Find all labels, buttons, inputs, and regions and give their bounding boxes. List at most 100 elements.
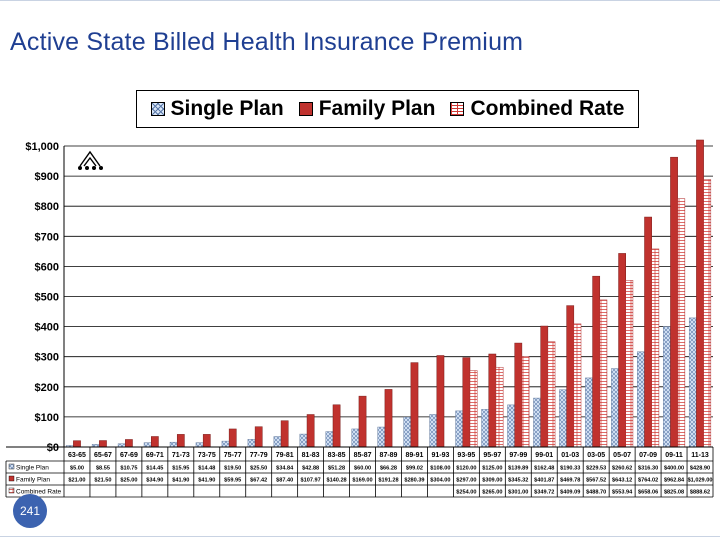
data-label: $488.70 <box>586 490 606 496</box>
x-tick-label: 07-09 <box>639 452 657 459</box>
data-label: $260.62 <box>612 466 632 472</box>
bar-family-plan <box>566 305 575 448</box>
slide-bottom-rule <box>0 536 720 537</box>
data-label: $41.90 <box>198 478 215 484</box>
x-tick-label: 65-67 <box>94 452 112 459</box>
y-tick-label: $300 <box>35 352 59 364</box>
data-label: $962.84 <box>664 478 685 484</box>
data-label: $66.28 <box>380 466 397 472</box>
x-tick-label: 85-87 <box>354 452 372 459</box>
bar-single-plan <box>507 404 515 448</box>
data-label: $658.06 <box>638 490 658 496</box>
chart-legend: Single Plan Family Plan Combined Rate <box>136 90 639 128</box>
x-tick-label: 71-73 <box>172 452 190 459</box>
bar-family-plan <box>280 420 289 448</box>
bar-family-plan <box>228 428 237 448</box>
data-label: $309.00 <box>482 478 502 484</box>
bar-family-plan <box>151 436 159 448</box>
y-tick-label: $100 <box>35 412 59 424</box>
bar-single-plan <box>688 317 697 448</box>
x-tick-label: 97-99 <box>509 452 527 459</box>
bar-family-plan <box>254 426 263 448</box>
bar-family-plan <box>202 434 211 448</box>
bar-single-plan <box>273 436 282 448</box>
bar-family-plan <box>332 404 341 448</box>
x-tick-label: 93-95 <box>457 452 475 459</box>
data-label: $87.40 <box>276 478 293 484</box>
x-tick-label: 73-75 <box>198 452 216 459</box>
table-row-label: Single Plan <box>16 465 49 472</box>
bar-family-plan <box>125 439 133 448</box>
bar-combined-rate <box>677 198 686 448</box>
data-label: $301.00 <box>508 490 528 496</box>
logo-icon <box>78 150 103 170</box>
data-label: $25.50 <box>250 466 267 472</box>
bar-family-plan <box>306 414 315 448</box>
x-tick-label: 69-71 <box>146 452 164 459</box>
x-tick-label: 75-77 <box>224 452 242 459</box>
data-label: $254.00 <box>456 490 476 496</box>
bar-combined-rate <box>625 280 634 448</box>
data-label: $162.48 <box>534 466 554 472</box>
bar-single-plan <box>429 414 438 448</box>
y-tick-label: $400 <box>35 322 59 334</box>
data-label: $643.12 <box>612 478 632 484</box>
x-tick-label: 89-91 <box>406 452 424 459</box>
x-tick-label: 95-97 <box>483 452 501 459</box>
bar-single-plan <box>143 442 152 448</box>
legend-swatch-combined <box>450 102 465 116</box>
x-tick-label: 91-93 <box>431 452 449 459</box>
legend-label-family: Family Plan <box>318 97 436 120</box>
data-label: $567.52 <box>586 478 606 484</box>
bar-family-plan <box>436 355 445 448</box>
bar-family-plan <box>488 353 497 448</box>
table-row-label: Family Plan <box>16 477 50 484</box>
x-tick-label: 11-13 <box>691 452 709 459</box>
data-label: $553.94 <box>612 490 633 496</box>
data-label: $14.45 <box>146 466 163 472</box>
data-label: $42.88 <box>302 466 319 472</box>
data-label: $191.28 <box>378 478 398 484</box>
data-label: $1,029.00 <box>688 478 713 484</box>
data-label: $34.84 <box>276 466 294 472</box>
x-tick-label: 09-11 <box>665 452 683 459</box>
bar-single-plan <box>585 377 593 448</box>
bar-family-plan <box>358 395 367 448</box>
data-label: $345.32 <box>508 478 528 484</box>
x-tick-label: 77-79 <box>250 452 268 459</box>
bar-family-plan <box>618 253 626 448</box>
page-number-badge: 241 <box>13 494 47 528</box>
bar-single-plan <box>403 416 412 448</box>
data-label: $21.00 <box>68 478 85 484</box>
legend-item-single: Single Plan <box>150 97 284 121</box>
x-tick-label: 67-69 <box>120 452 138 459</box>
x-tick-label: 79-81 <box>276 452 294 459</box>
x-tick-label: 01-03 <box>561 452 579 459</box>
bar-single-plan <box>663 326 671 448</box>
data-label: $60.00 <box>354 466 371 472</box>
data-label: $59.95 <box>224 478 241 484</box>
bar-family-plan <box>176 434 185 448</box>
bar-single-plan <box>455 410 464 448</box>
page-title: Active State Billed Health Insurance Pre… <box>10 28 524 56</box>
data-label: $401.87 <box>534 478 554 484</box>
data-label: $19.50 <box>224 466 241 472</box>
data-label: $10.75 <box>120 466 137 472</box>
data-label: $51.28 <box>328 466 345 472</box>
bar-combined-rate <box>495 366 504 448</box>
bar-family-plan <box>644 216 652 448</box>
legend-swatch-family <box>298 102 313 116</box>
data-label: $99.02 <box>406 466 423 472</box>
bar-family-plan <box>462 357 471 448</box>
legend-label-combined: Combined Rate <box>470 97 625 120</box>
bar-combined-rate <box>703 179 712 448</box>
data-label: $107.97 <box>301 478 321 484</box>
y-tick-label: $200 <box>35 382 59 394</box>
data-label: $428.90 <box>690 466 710 472</box>
bar-single-plan <box>481 409 489 448</box>
bar-family-plan <box>73 440 81 448</box>
data-label: $15.95 <box>172 466 189 472</box>
data-label: $67.42 <box>250 478 267 484</box>
data-label: $229.53 <box>586 466 606 472</box>
